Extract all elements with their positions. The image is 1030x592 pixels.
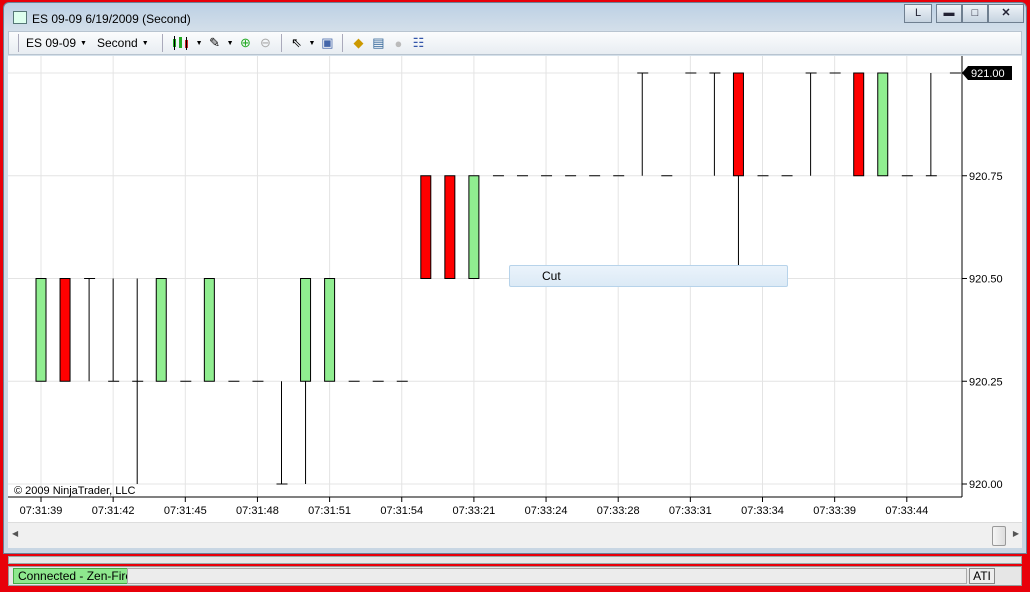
y-tick-label: 920.50 <box>969 274 1003 286</box>
chevron-down-icon[interactable]: ▼ <box>226 39 234 47</box>
link-button[interactable]: L <box>904 4 932 23</box>
copyright-text: © 2009 NinjaTrader, LLC <box>14 485 136 497</box>
candle-body <box>877 72 889 177</box>
ati-indicator: ATI <box>969 568 995 584</box>
x-tick-label: 07:31:48 <box>236 505 279 517</box>
separator <box>280 34 282 52</box>
connection-status: Connected - Zen-Fire <box>13 568 138 584</box>
candle-body <box>468 175 480 279</box>
zoom-in-icon[interactable]: ⊕ <box>240 35 251 50</box>
separator <box>161 34 163 52</box>
horizontal-scrollbar[interactable]: ◀ ▶ <box>8 522 1022 548</box>
candlestick-chart-icon[interactable] <box>170 35 192 51</box>
y-tick-label: 920.75 <box>969 171 1003 183</box>
chevron-down-icon: ▼ <box>80 39 87 47</box>
x-tick-label: 07:33:34 <box>741 505 784 517</box>
scroll-right-icon[interactable]: ▶ <box>1012 529 1019 538</box>
x-tick-label: 07:31:54 <box>380 505 423 517</box>
minimize-icon: ▬ <box>943 7 955 19</box>
candle-body <box>420 175 432 279</box>
context-menu-cut[interactable]: Cut <box>509 265 788 287</box>
last-price-label: 921.00 <box>971 68 1005 80</box>
x-tick-label: 07:31:51 <box>308 505 351 517</box>
x-tick-label: 07:33:24 <box>525 505 568 517</box>
candle-body <box>732 72 744 177</box>
close-button[interactable]: ✕ <box>988 4 1024 23</box>
x-tick-label: 07:31:39 <box>20 505 63 517</box>
scrollbar-thumb[interactable] <box>992 526 1006 546</box>
period-dropdown[interactable]: Second ▼ <box>97 36 149 50</box>
window-title: ES 09-09 6/19/2009 (Second) <box>32 12 191 26</box>
maximize-button[interactable]: □ <box>962 4 988 23</box>
toolbar: ES 09-09 ▼ Second ▼ ▼ ✎ ▼ ⊕ ⊖ ⇖ ▼ ▣ ◆ ▤ ● ☷ <box>8 31 1022 55</box>
status-bar: Connected - Zen-Fire ATI <box>8 566 1022 586</box>
x-tick-label: 07:31:42 <box>92 505 135 517</box>
scroll-left-icon[interactable]: ◀ <box>12 529 19 538</box>
x-tick-label: 07:33:21 <box>452 505 495 517</box>
candle-body <box>444 175 456 279</box>
y-tick-label: 920.00 <box>969 479 1003 491</box>
chart-canvas[interactable]: 920.75 920.50 920.25 920.00 07:31:39 07:31:42… <box>8 56 1022 522</box>
x-tick-label: 07:33:44 <box>885 505 928 517</box>
last-price-tag <box>962 66 1012 80</box>
zoom-out-icon[interactable]: ⊖ <box>260 35 271 50</box>
chart-app-icon <box>13 11 27 24</box>
candle-body <box>324 278 336 382</box>
chevron-down-icon[interactable]: ▼ <box>308 39 316 47</box>
properties-grid-icon[interactable]: ☷ <box>412 35 425 50</box>
minimize-button[interactable]: ▬ <box>936 4 962 23</box>
x-tick-label: 07:33:31 <box>669 505 712 517</box>
x-tick-label: 07:31:45 <box>164 505 207 517</box>
toolbar-grip[interactable] <box>18 34 19 52</box>
data-box-icon[interactable]: ▣ <box>321 35 334 50</box>
chevron-down-icon: ▼ <box>141 39 149 47</box>
cursor-pointer-icon[interactable]: ⇖ <box>291 35 302 50</box>
status-field <box>127 568 967 584</box>
candle-body <box>853 72 865 177</box>
pencil-draw-icon[interactable]: ✎ <box>209 35 221 50</box>
indicators-icon[interactable]: ▤ <box>372 35 385 50</box>
candle-body <box>59 278 71 382</box>
strategy-icon[interactable]: ◆ <box>353 35 364 50</box>
candle-body <box>300 278 312 382</box>
instrument-dropdown[interactable]: ES 09-09 ▼ <box>26 36 87 50</box>
candle-body <box>35 278 47 382</box>
x-tick-label: 07:33:39 <box>813 505 856 517</box>
separator <box>342 34 344 52</box>
chevron-down-icon[interactable]: ▼ <box>195 39 203 47</box>
instrument-label: ES 09-09 <box>26 36 77 50</box>
panel-divider <box>8 556 1022 564</box>
y-tick-label: 920.25 <box>969 376 1003 388</box>
candle-body <box>203 278 215 382</box>
period-label: Second <box>96 36 138 50</box>
close-icon: ✕ <box>1001 7 1011 19</box>
price-chart[interactable]: 920.75 920.50 920.25 920.00 07:31:39 07:31:42… <box>8 56 1022 522</box>
disabled-circle-icon[interactable]: ● <box>394 35 403 51</box>
maximize-icon: □ <box>971 7 979 19</box>
x-tick-label: 07:33:28 <box>597 505 640 517</box>
candle-body <box>155 278 167 382</box>
